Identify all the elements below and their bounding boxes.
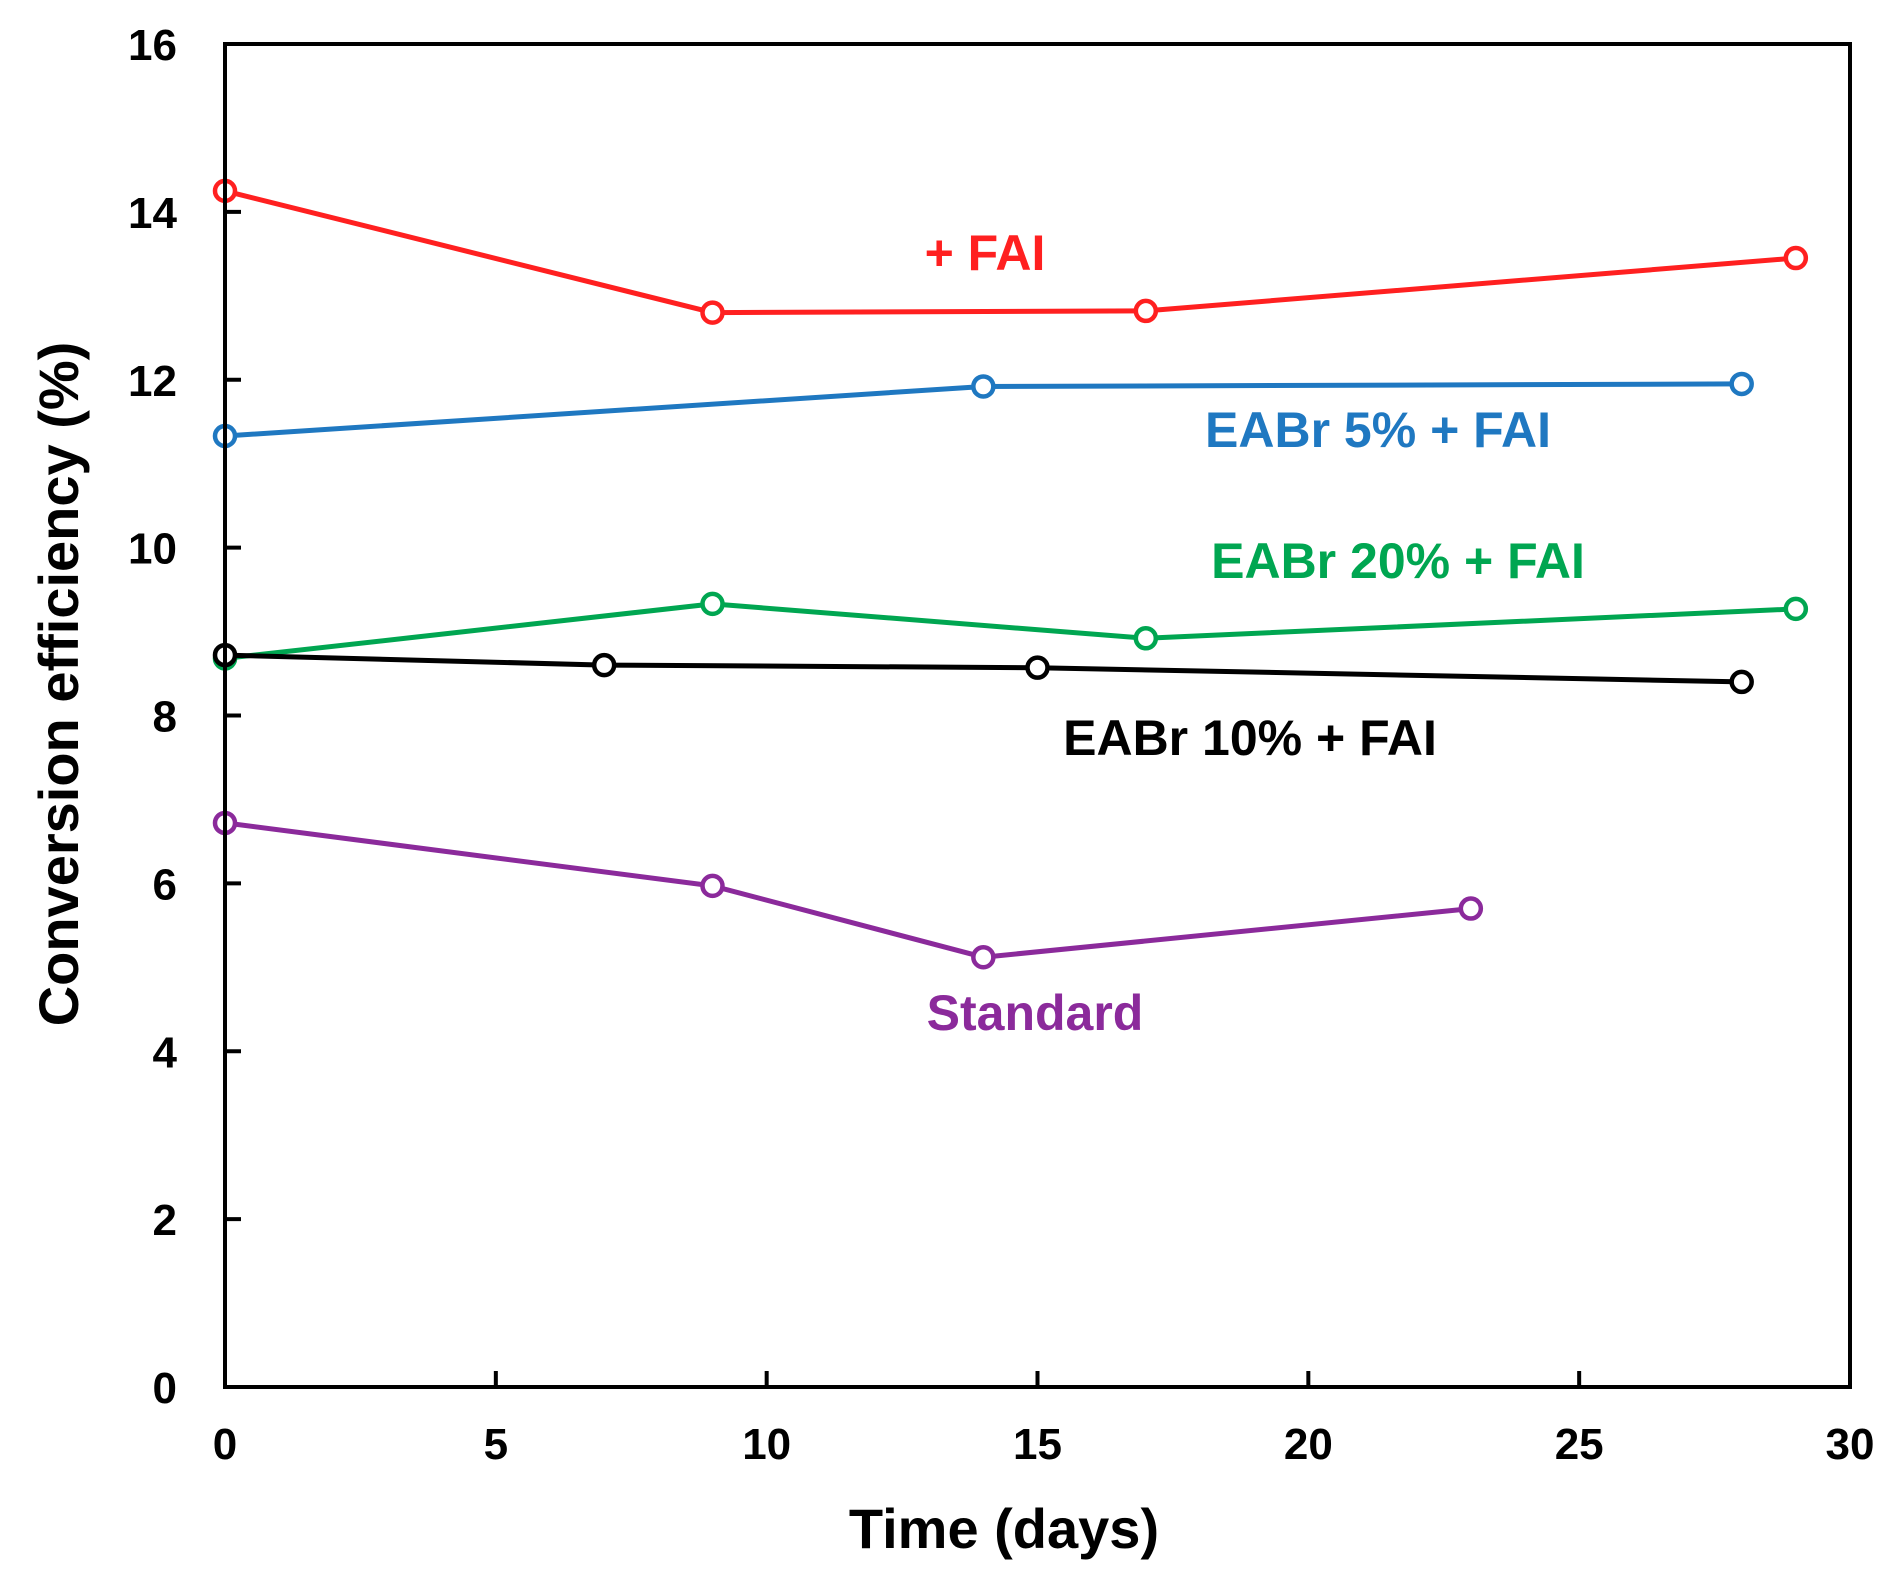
data-point bbox=[1783, 245, 1809, 271]
y-tick-label: 2 bbox=[153, 1196, 177, 1245]
data-point bbox=[1133, 626, 1159, 651]
y-tick-label: 4 bbox=[153, 1028, 178, 1077]
data-point bbox=[1458, 896, 1484, 921]
series-label: EABr 5% + FAI bbox=[1205, 402, 1551, 458]
y-tick-label: 14 bbox=[128, 189, 177, 238]
series-label: EABr 10% + FAI bbox=[1063, 710, 1437, 766]
series-4: EABr 10% + FAI bbox=[212, 642, 1754, 766]
series-3: EABr 20% + FAI bbox=[212, 533, 1809, 671]
data-point bbox=[591, 652, 617, 678]
x-tick-label: 25 bbox=[1555, 1420, 1604, 1469]
series-1: + FAI bbox=[212, 178, 1809, 325]
x-tick-label: 30 bbox=[1826, 1420, 1875, 1469]
y-tick-label: 0 bbox=[153, 1364, 177, 1413]
axes-layer: 0 5 10 15 20 25 30 0 2 4 6 8 10 12 14 16 bbox=[128, 21, 1874, 1469]
data-point bbox=[971, 374, 996, 399]
data-point bbox=[1729, 371, 1754, 397]
series-label: EABr 20% + FAI bbox=[1211, 533, 1585, 589]
data-point bbox=[700, 873, 725, 899]
data-point bbox=[1133, 298, 1159, 324]
data-point bbox=[971, 944, 996, 970]
series-label: Standard bbox=[927, 985, 1144, 1041]
series-5: Standard bbox=[212, 810, 1484, 1041]
x-tick-label: 10 bbox=[742, 1420, 791, 1469]
y-tick-label: 6 bbox=[153, 860, 177, 909]
series-label: + FAI bbox=[925, 225, 1046, 281]
series-line bbox=[224, 188, 1797, 316]
series-line bbox=[224, 820, 1472, 960]
x-tick-label: 20 bbox=[1284, 1420, 1333, 1469]
x-tick-label: 0 bbox=[213, 1420, 237, 1469]
y-tick-label: 16 bbox=[128, 21, 177, 70]
data-point bbox=[1783, 596, 1809, 622]
y-tick-label: 12 bbox=[128, 357, 177, 406]
data-point bbox=[1729, 669, 1754, 695]
y-tick-label: 8 bbox=[153, 693, 177, 742]
x-tick-label: 5 bbox=[484, 1420, 508, 1469]
series-line bbox=[224, 601, 1796, 661]
y-tick-label: 10 bbox=[128, 525, 177, 574]
x-axis-title: Time (days) bbox=[849, 1497, 1159, 1560]
x-tick-label: 15 bbox=[1013, 1420, 1062, 1469]
data-point bbox=[700, 591, 725, 617]
data-point bbox=[1025, 655, 1050, 680]
y-axis-title: Conversion efficiency (%) bbox=[27, 342, 90, 1027]
series-line bbox=[224, 652, 1742, 685]
data-point bbox=[700, 300, 725, 325]
